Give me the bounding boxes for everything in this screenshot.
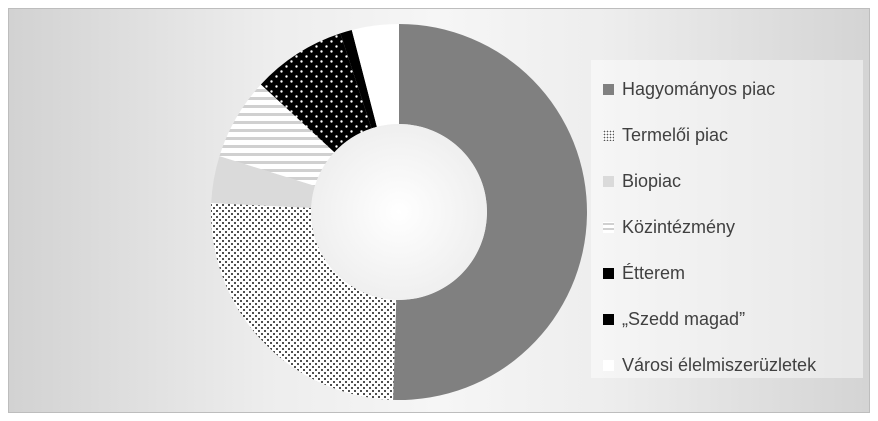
legend-item: Étterem	[591, 250, 863, 296]
doughnut-slice	[340, 30, 377, 129]
doughnut-slice	[210, 203, 397, 400]
legend-label: Városi élelmiszerüzletek	[622, 354, 817, 375]
legend-item: „Szedd magad”	[591, 296, 863, 342]
doughnut-chart	[210, 24, 588, 401]
legend-swatch	[603, 83, 614, 95]
legend-item: Biopiac	[591, 158, 863, 204]
doughnut-slice	[260, 33, 372, 153]
legend-item: Termelői piac	[591, 112, 863, 158]
legend-swatch	[603, 129, 614, 141]
doughnut-slice	[393, 24, 588, 401]
legend-swatch	[603, 175, 614, 187]
doughnut-slice	[351, 24, 399, 127]
doughnut-slice	[211, 156, 315, 208]
chart-area: Hagyományos piac Termelői piac Biopiac Közi…	[8, 8, 870, 413]
legend-swatch	[603, 221, 614, 233]
legend-swatch	[603, 313, 614, 325]
doughnut-hole	[311, 124, 487, 300]
chart-legend: Hagyományos piac Termelői piac Biopiac Közi…	[591, 60, 863, 378]
doughnut-slice	[219, 84, 335, 186]
legend-item: Hagyományos piac	[591, 66, 863, 112]
legend-item: Városi élelmiszerüzletek	[591, 342, 863, 388]
legend-label: Hagyományos piac	[622, 78, 776, 99]
legend-label: Biopiac	[622, 170, 682, 191]
legend-item: Közintézmény	[591, 204, 863, 250]
legend-label: Étterem	[622, 262, 686, 283]
legend-label: Termelői piac	[622, 124, 729, 145]
legend-label: „Szedd magad”	[622, 308, 746, 329]
legend-swatch	[603, 267, 614, 279]
legend-label: Közintézmény	[622, 216, 736, 237]
legend-swatch	[603, 359, 614, 371]
